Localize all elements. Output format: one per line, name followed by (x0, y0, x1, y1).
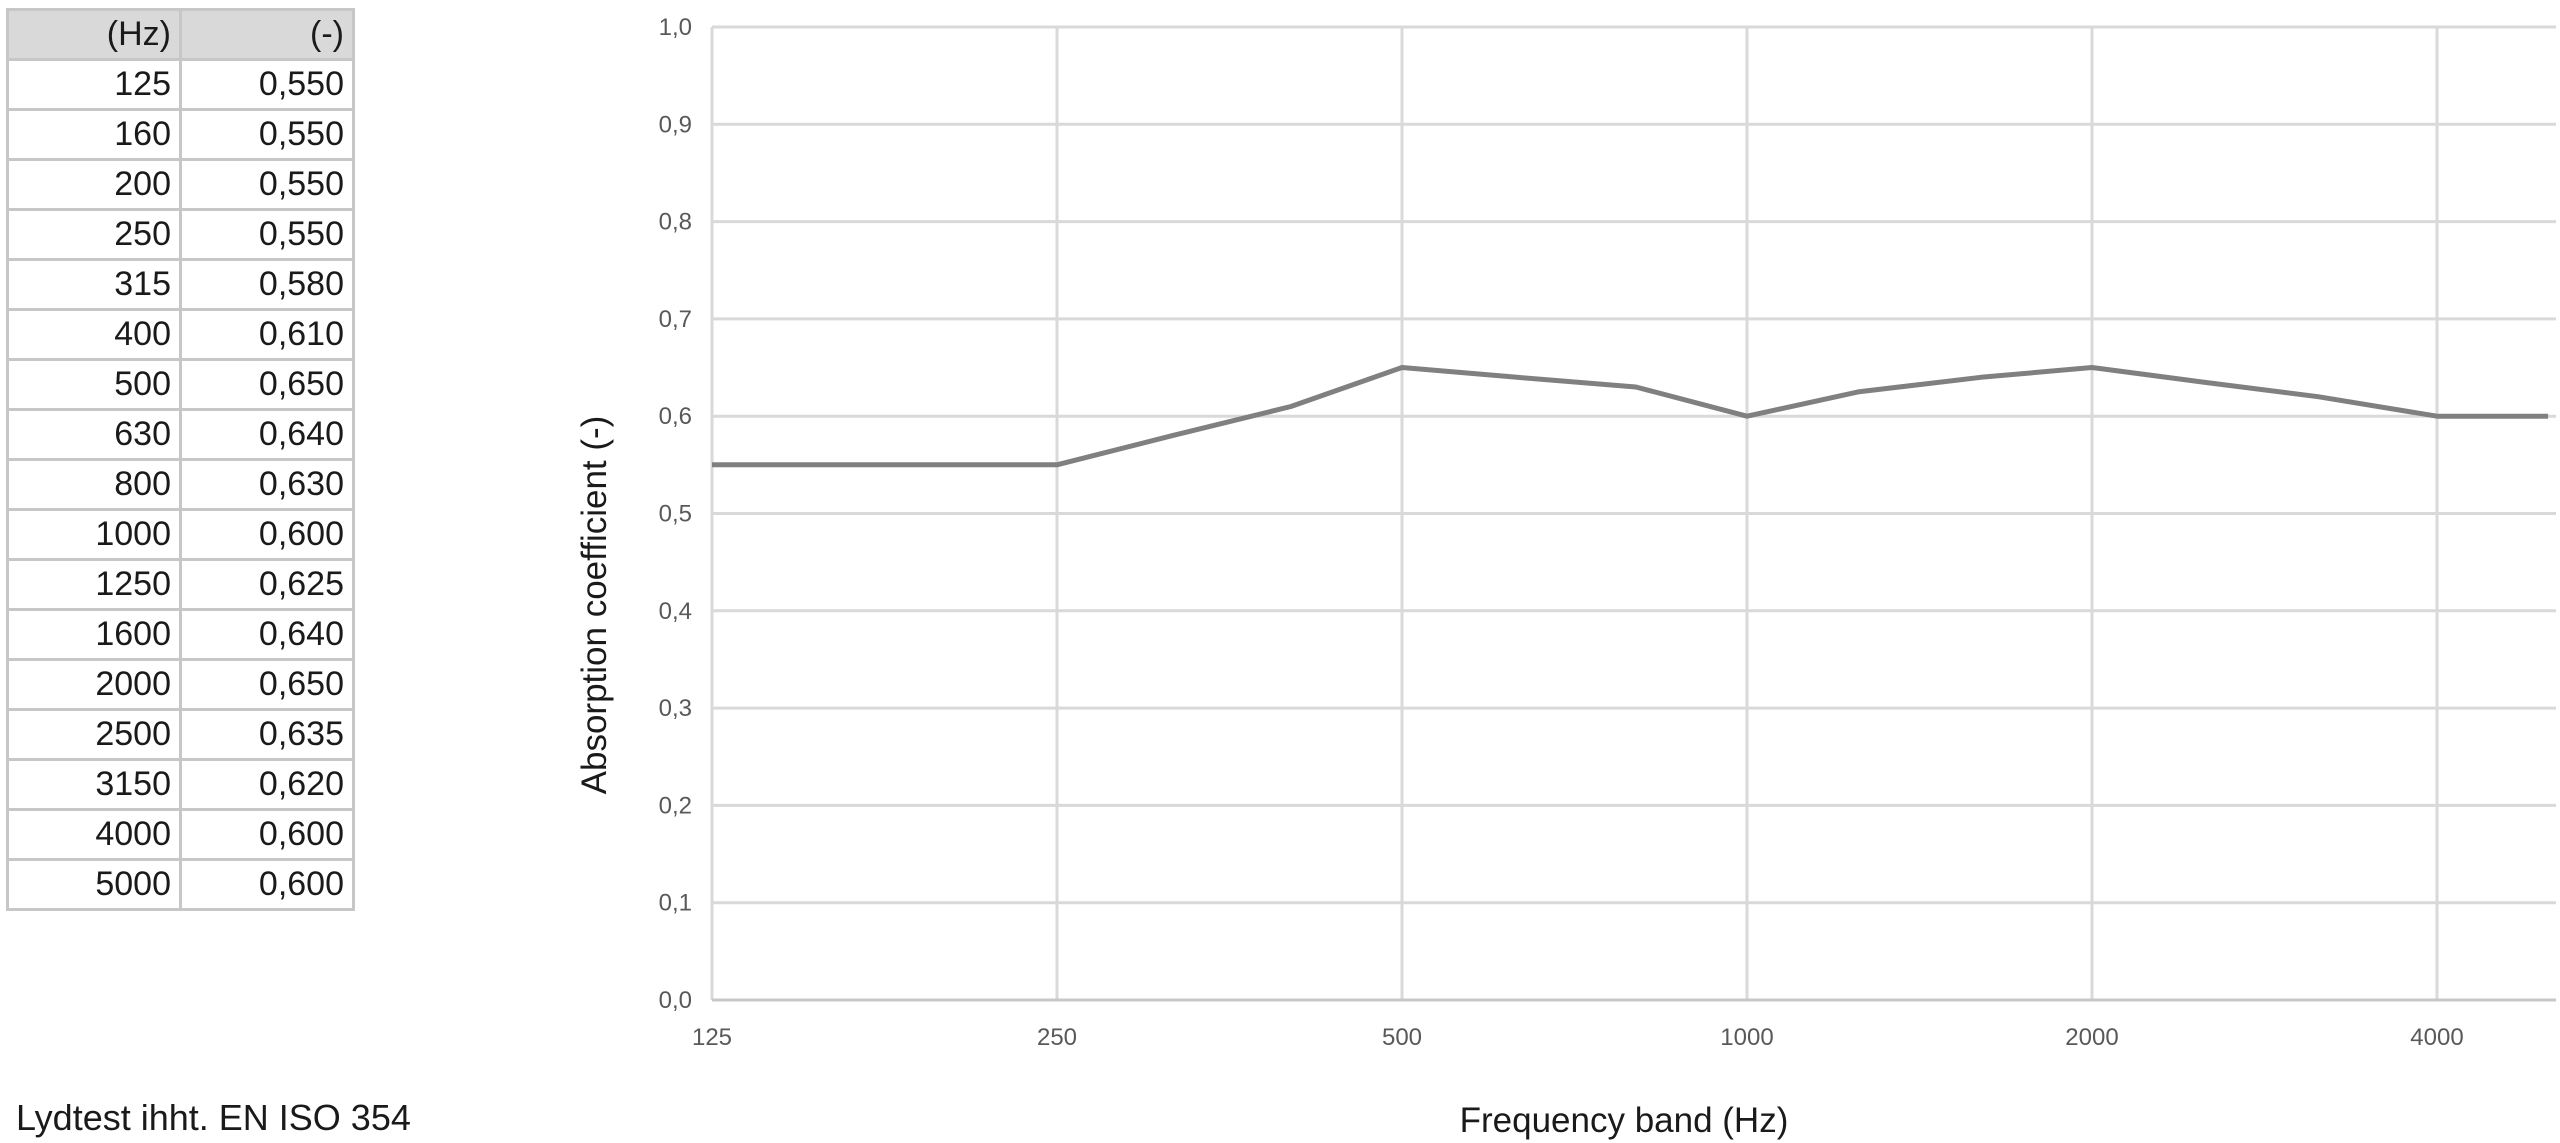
coefficient-cell: 0,620 (179, 758, 355, 811)
table-row: 2500 0,635 (6, 708, 355, 761)
y-tick-label: 0,1 (659, 890, 692, 917)
y-axis-title: Absorption coefficient (-) (575, 416, 614, 795)
coefficient-cell: 0,640 (179, 408, 355, 461)
frequency-cell: 315 (6, 258, 182, 311)
coefficient-cell: 0,650 (179, 358, 355, 411)
coefficient-cell: 0,600 (179, 808, 355, 861)
x-tick-label: 1000 (1720, 1024, 1773, 1051)
y-tick-label: 0,4 (659, 598, 692, 625)
y-tick-label: 0,6 (659, 403, 692, 430)
coefficient-cell: 0,580 (179, 258, 355, 311)
table-row: 2000 0,650 (6, 658, 355, 711)
table-row: 3150 0,620 (6, 758, 355, 811)
grid (710, 25, 2556, 1002)
frequency-cell: 200 (6, 158, 182, 211)
series-line (712, 365, 2549, 468)
x-tick-label: 2000 (2065, 1024, 2118, 1051)
frequency-cell: 2500 (6, 708, 182, 761)
y-tick-label: 0,9 (659, 111, 692, 138)
frequency-cell: 125 (6, 58, 182, 111)
table-header-row: (Hz) (-) (6, 8, 355, 61)
table-row: 200 0,550 (6, 158, 355, 211)
table-row: 800 0,630 (6, 458, 355, 511)
table-row: 125 0,550 (6, 58, 355, 111)
coefficient-cell: 0,650 (179, 658, 355, 711)
x-tick-label: 500 (1382, 1024, 1422, 1051)
table-row: 1250 0,625 (6, 558, 355, 611)
series (712, 365, 2549, 468)
column-header-coefficient: (-) (179, 8, 355, 61)
x-tick-label: 4000 (2410, 1024, 2463, 1051)
frequency-cell: 3150 (6, 758, 182, 811)
x-axis-title: Frequency band (Hz) (1460, 1101, 1789, 1140)
x-tick-label: 250 (1037, 1024, 1077, 1051)
coefficient-cell: 0,600 (179, 508, 355, 561)
y-tick-label: 0,2 (659, 792, 692, 819)
y-tick-label: 0,5 (659, 501, 692, 528)
frequency-cell: 1600 (6, 608, 182, 661)
coefficient-cell: 0,550 (179, 58, 355, 111)
x-tick-label: 125 (692, 1024, 732, 1051)
frequency-cell: 4000 (6, 808, 182, 861)
frequency-cell: 1250 (6, 558, 182, 611)
table-row: 160 0,550 (6, 108, 355, 161)
coefficient-cell: 0,600 (179, 858, 355, 911)
frequency-cell: 5000 (6, 858, 182, 911)
table-row: 4000 0,600 (6, 808, 355, 861)
table-row: 1000 0,600 (6, 508, 355, 561)
y-tick-label: 0,0 (659, 987, 692, 1014)
table-row: 630 0,640 (6, 408, 355, 461)
coefficient-cell: 0,630 (179, 458, 355, 511)
table-row: 400 0,610 (6, 308, 355, 361)
table-row: 315 0,580 (6, 258, 355, 311)
footnote: Lydtest ihht. EN ISO 354 (16, 1097, 411, 1138)
frequency-cell: 1000 (6, 508, 182, 561)
frequency-cell: 250 (6, 208, 182, 261)
frequency-cell: 800 (6, 458, 182, 511)
table-row: 250 0,550 (6, 208, 355, 261)
y-tick-label: 0,7 (659, 306, 692, 333)
frequency-cell: 400 (6, 308, 182, 361)
tick-labels: 0,0 0,1 0,2 0,3 0,4 0,5 0,6 0,7 0,8 0,9 1,0 125 250 5… (659, 14, 2464, 1051)
table-row: 1600 0,640 (6, 608, 355, 661)
table-row: 5000 0,600 (6, 858, 355, 911)
coefficient-cell: 0,550 (179, 208, 355, 261)
coefficient-cell: 0,640 (179, 608, 355, 661)
frequency-cell: 2000 (6, 658, 182, 711)
frequency-cell: 500 (6, 358, 182, 411)
frequency-table: (Hz) (-) 125 0,550 160 0,550 200 0,550 250 0,55… (6, 8, 355, 911)
coefficient-cell: 0,610 (179, 308, 355, 361)
y-tick-label: 0,8 (659, 209, 692, 236)
frequency-cell: 160 (6, 108, 182, 161)
coefficient-cell: 0,550 (179, 108, 355, 161)
coefficient-cell: 0,635 (179, 708, 355, 761)
table-row: 500 0,650 (6, 358, 355, 411)
coefficient-cell: 0,625 (179, 558, 355, 611)
y-tick-label: 0,3 (659, 695, 692, 722)
coefficient-cell: 0,550 (179, 158, 355, 211)
column-header-frequency: (Hz) (6, 8, 182, 61)
y-tick-label: 1,0 (659, 14, 692, 41)
frequency-cell: 630 (6, 408, 182, 461)
